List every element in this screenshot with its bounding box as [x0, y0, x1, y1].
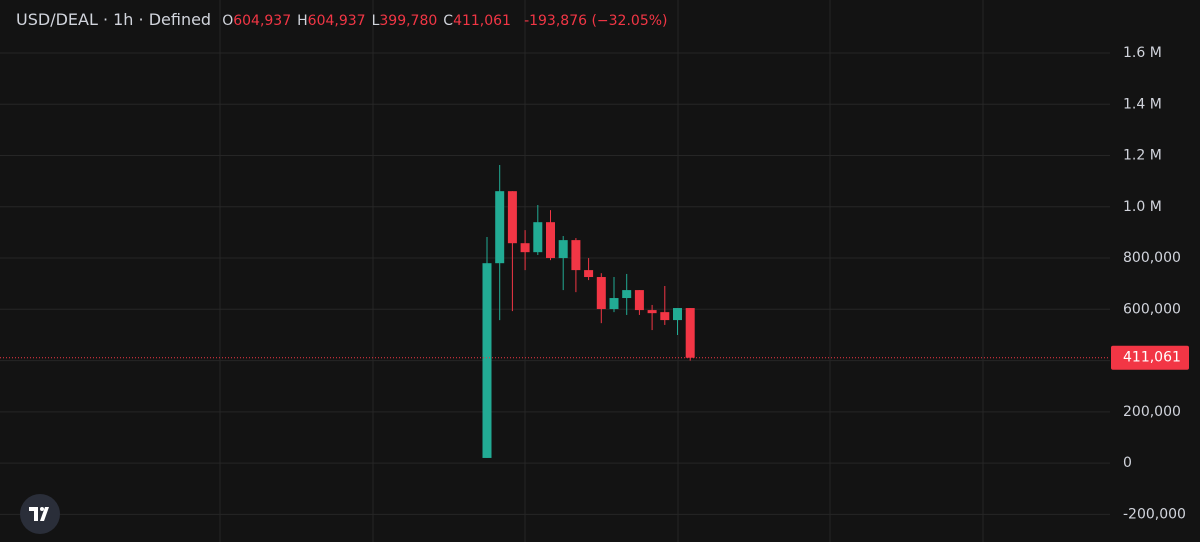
- y-tick-label: 600,000: [1123, 301, 1181, 317]
- price-axis: -200,000 0 200,000 600,000 800,000 1.0 M 1.2 M…: [1111, 45, 1189, 522]
- ohlc-value: 399,780: [379, 13, 438, 29]
- candle-body: [673, 308, 682, 321]
- change: -193,876 (−32.05%): [524, 13, 668, 29]
- candle-body: [660, 312, 670, 321]
- candle-body: [495, 191, 505, 264]
- last-price-label: 411,061: [1123, 350, 1181, 366]
- y-tick-label: 1.0 M: [1123, 199, 1162, 215]
- last-price-box: [1111, 345, 1189, 370]
- symbol-title: USD/DEAL · 1h · Defined: [16, 10, 212, 29]
- ohlc: O604,937 H604,937 L399,780 C411,061: [216, 10, 511, 29]
- candle-body: [584, 270, 594, 278]
- ohlc-key: L: [371, 13, 380, 29]
- candle-body: [546, 222, 555, 259]
- candle-body: [533, 222, 543, 253]
- logo-circle[interactable]: [20, 494, 60, 534]
- ohlc-value: 604,937: [233, 13, 292, 29]
- candle-body: [571, 240, 581, 271]
- logo-mark[interactable]: [29, 507, 49, 521]
- candle-body: [634, 290, 644, 311]
- ohlc-key: O: [222, 13, 234, 29]
- y-tick-label: 800,000: [1123, 250, 1181, 266]
- y-tick-label: -200,000: [1123, 506, 1186, 522]
- y-tick-label: 200,000: [1123, 404, 1181, 420]
- grid-layer: [0, 52, 1110, 515]
- candle-body: [482, 263, 492, 458]
- y-tick-label: 0: [1123, 455, 1132, 471]
- y-tick-label: 1.4 M: [1123, 96, 1162, 112]
- y-tick-label: 1.6 M: [1123, 45, 1162, 61]
- candle-body: [520, 243, 530, 253]
- candle-body: [685, 308, 695, 358]
- candle-body: [647, 310, 657, 314]
- y-tick-label: 1.2 M: [1123, 148, 1162, 164]
- candle-body: [507, 191, 517, 244]
- candle-body: [609, 298, 619, 310]
- ohlc-value: 411,061: [453, 13, 511, 29]
- candle-body: [622, 290, 632, 299]
- vertical-grid: [219, 0, 984, 542]
- ohlc-key: H: [297, 13, 308, 29]
- logo[interactable]: [20, 494, 60, 534]
- ohlc-value: 604,937: [307, 13, 366, 29]
- logo-dot[interactable]: [40, 507, 44, 511]
- ohlc-key: C: [443, 13, 454, 29]
- candle-body: [596, 277, 606, 310]
- candle-body: [558, 240, 568, 259]
- candles: [0, 165, 1110, 458]
- legend: USD/DEAL · 1h · Defined O604,937 H604,937…: [16, 10, 668, 29]
